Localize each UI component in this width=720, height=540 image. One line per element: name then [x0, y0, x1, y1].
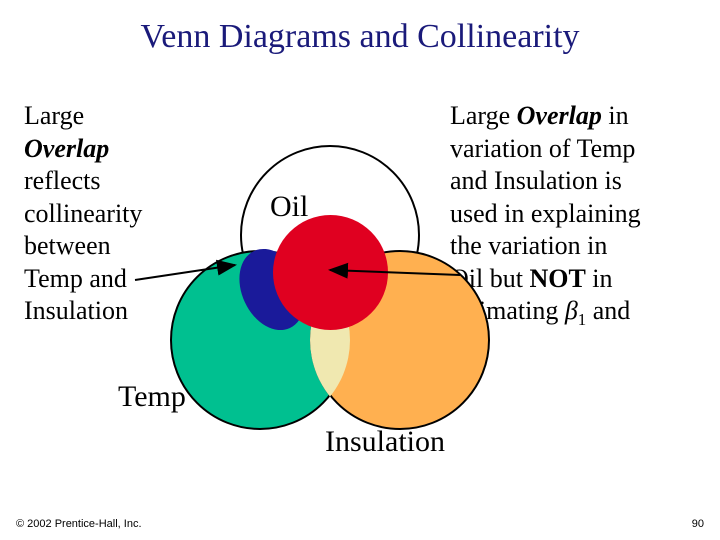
page-number: 90 [692, 518, 704, 530]
right-line-7c: and [586, 296, 630, 325]
left-line-7: Insulation [24, 296, 128, 325]
label-oil: Oil [270, 190, 308, 224]
overlap-center-all [273, 215, 388, 330]
right-line-1a: Large [450, 101, 517, 130]
right-line-1b-overlap: Overlap [517, 101, 602, 130]
page-title: Venn Diagrams and Collinearity [0, 0, 720, 56]
left-line-5: between [24, 231, 111, 260]
right-line-1c: in [602, 101, 629, 130]
beta-1-sub: 1 [578, 310, 586, 329]
right-line-6b-not: NOT [529, 264, 585, 293]
left-line-6: Temp and [24, 264, 127, 293]
venn-diagram [170, 145, 490, 465]
label-insulation: Insulation [325, 425, 445, 459]
left-line-1: Large [24, 101, 84, 130]
label-temp: Temp [118, 380, 186, 414]
right-line-6c: in [586, 264, 613, 293]
beta-1-symbol: β [565, 296, 578, 325]
left-line-3: reflects [24, 166, 101, 195]
copyright-text: © 2002 Prentice-Hall, Inc. [16, 518, 142, 530]
left-line-2-overlap: Overlap [24, 134, 109, 163]
left-line-4: collinearity [24, 199, 142, 228]
